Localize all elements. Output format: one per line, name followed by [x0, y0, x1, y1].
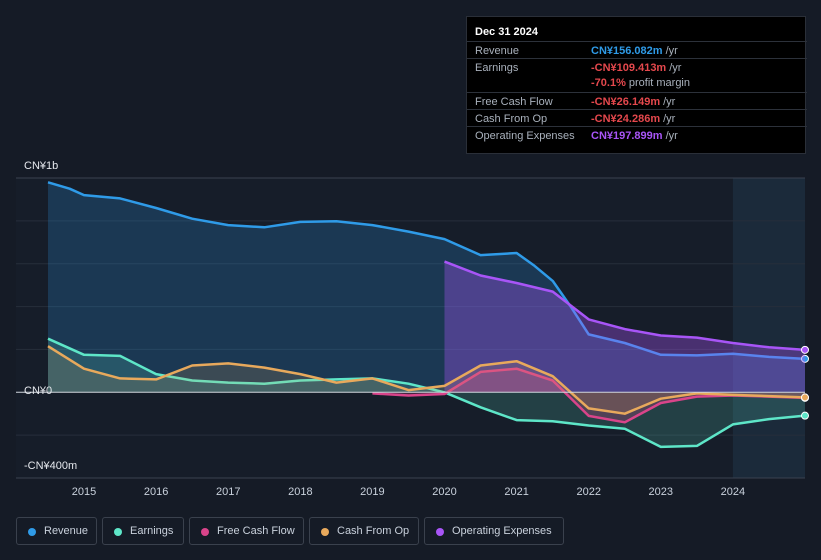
tooltip-label: Earnings: [475, 62, 519, 74]
x-tick-label: 2021: [504, 486, 529, 498]
cash-from-op-dot-icon: [321, 528, 329, 536]
x-tick-label: 2020: [432, 486, 457, 498]
revenue-area: [48, 182, 805, 393]
legend-item-operating-expenses[interactable]: Operating Expenses: [424, 517, 564, 545]
legend-label: Revenue: [44, 525, 89, 537]
operating-expenses-line: [444, 260, 806, 352]
tooltip-row-earnings: Earnings -CN¥109.413m/yr: [467, 58, 807, 76]
operating-expenses-end-point: [801, 345, 809, 354]
tooltip-label: Revenue: [475, 45, 520, 57]
forecast-highlight-band: [732, 178, 805, 478]
legend-item-cash-from-op[interactable]: Cash From Op: [309, 517, 419, 545]
revenue-end-point: [801, 354, 809, 363]
tooltip-value: -CN¥26.149m/yr: [591, 96, 676, 108]
legend-item-free-cash-flow[interactable]: Free Cash Flow: [189, 517, 304, 545]
y-tick-label: CN¥0: [24, 385, 53, 397]
tooltip-label: Free Cash Flow: [475, 96, 553, 108]
legend-label: Operating Expenses: [452, 525, 552, 537]
tooltip-date: Dec 31 2024: [475, 26, 538, 38]
free-cash-flow-area: [372, 368, 805, 423]
x-tick-label: 2022: [576, 486, 601, 498]
cash-from-op-area: [48, 346, 805, 414]
legend-label: Free Cash Flow: [217, 525, 295, 537]
cash-from-op-line: [47, 345, 806, 415]
tooltip-profit-margin: -70.1% profit margin: [591, 77, 690, 89]
tooltip-row-cash-from-op: Cash From Op -CN¥24.286m/yr: [467, 109, 807, 127]
tooltip-value: -CN¥24.286m/yr: [591, 113, 676, 125]
tooltip-row-revenue: Revenue CN¥156.082m/yr: [467, 41, 807, 59]
x-tick-label: 2017: [215, 486, 241, 498]
cash-from-op-end-point: [801, 393, 809, 402]
legend-label: Earnings: [130, 525, 174, 537]
earnings-dot-icon: [114, 528, 122, 536]
x-tick-label: 2015: [71, 486, 97, 498]
tooltip-row-operating-expenses: Operating Expenses CN¥197.899m/yr: [467, 126, 807, 144]
tooltip-label: Operating Expenses: [475, 130, 575, 142]
tooltip-label: Cash From Op: [475, 113, 548, 125]
tooltip-value: -CN¥109.413m/yr: [591, 62, 682, 74]
legend-item-earnings[interactable]: Earnings: [102, 517, 184, 545]
plot-background: [16, 178, 805, 478]
free-cash-flow-dot-icon: [201, 528, 209, 536]
operating-expenses-area: [444, 261, 805, 393]
tooltip-value: CN¥197.899m/yr: [591, 130, 678, 142]
x-tick-label: 2024: [720, 486, 746, 498]
y-tick-label: -CN¥400m: [24, 460, 78, 472]
x-tick-label: 2019: [360, 486, 385, 498]
x-tick-label: 2023: [648, 486, 674, 498]
legend-label: Cash From Op: [337, 525, 410, 537]
tooltip: Dec 31 2024 Revenue CN¥156.082m/yr Earni…: [466, 16, 807, 154]
x-tick-label: 2018: [288, 486, 313, 498]
x-tick-label: 2016: [143, 486, 169, 498]
y-tick-label: CN¥1b: [24, 160, 59, 172]
earnings-end-point: [801, 411, 809, 420]
revenue-dot-icon: [28, 528, 36, 536]
revenue-line: [47, 181, 806, 361]
tooltip-row-free-cash-flow: Free Cash Flow -CN¥26.149m/yr: [467, 92, 807, 110]
tooltip-value: CN¥156.082m/yr: [591, 45, 678, 57]
operating-expenses-dot-icon: [436, 528, 444, 536]
legend-item-revenue[interactable]: Revenue: [16, 517, 97, 545]
